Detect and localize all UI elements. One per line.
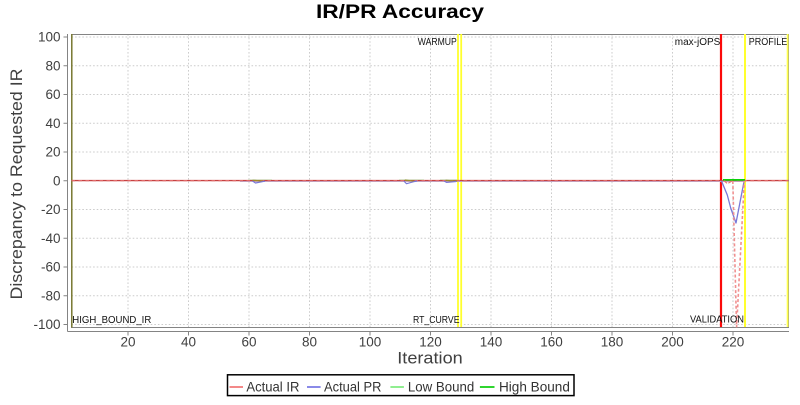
svg-text:180: 180 (601, 334, 624, 349)
svg-text:PROFILE: PROFILE (749, 37, 788, 48)
svg-text:HIGH_BOUND_IR: HIGH_BOUND_IR (72, 315, 151, 326)
svg-text:0: 0 (53, 173, 61, 188)
svg-text:200: 200 (661, 334, 684, 349)
svg-text:WARMUP: WARMUP (418, 37, 457, 48)
svg-text:-100: -100 (33, 317, 60, 332)
svg-text:220: 220 (722, 334, 745, 349)
svg-text:100: 100 (38, 30, 61, 45)
svg-text:60: 60 (45, 87, 60, 102)
svg-text:Actual PR: Actual PR (324, 379, 381, 395)
svg-text:Actual IR: Actual IR (246, 379, 299, 395)
svg-text:High Bound: High Bound (499, 379, 570, 395)
svg-text:60: 60 (241, 334, 256, 349)
svg-text:40: 40 (181, 334, 196, 349)
svg-text:RT_CURVE: RT_CURVE (413, 315, 460, 326)
svg-text:-80: -80 (41, 288, 61, 303)
svg-text:80: 80 (45, 58, 60, 73)
svg-text:100: 100 (359, 334, 382, 349)
svg-text:40: 40 (45, 116, 60, 131)
svg-text:20: 20 (120, 334, 135, 349)
svg-text:80: 80 (302, 334, 317, 349)
svg-text:Low Bound: Low Bound (408, 379, 474, 395)
svg-text:VALIDATION: VALIDATION (690, 315, 744, 326)
svg-text:-20: -20 (41, 202, 61, 217)
svg-text:-60: -60 (41, 260, 61, 275)
svg-text:IR/PR Accuracy: IR/PR Accuracy (316, 2, 485, 23)
svg-text:140: 140 (480, 334, 503, 349)
svg-text:120: 120 (419, 334, 442, 349)
svg-text:-40: -40 (41, 231, 61, 246)
svg-text:Iteration: Iteration (397, 349, 463, 368)
svg-text:max-jOPS: max-jOPS (675, 37, 721, 48)
svg-text:Discrepancy to Requested IR: Discrepancy to Requested IR (7, 69, 26, 300)
svg-text:160: 160 (540, 334, 563, 349)
svg-text:20: 20 (45, 145, 60, 160)
